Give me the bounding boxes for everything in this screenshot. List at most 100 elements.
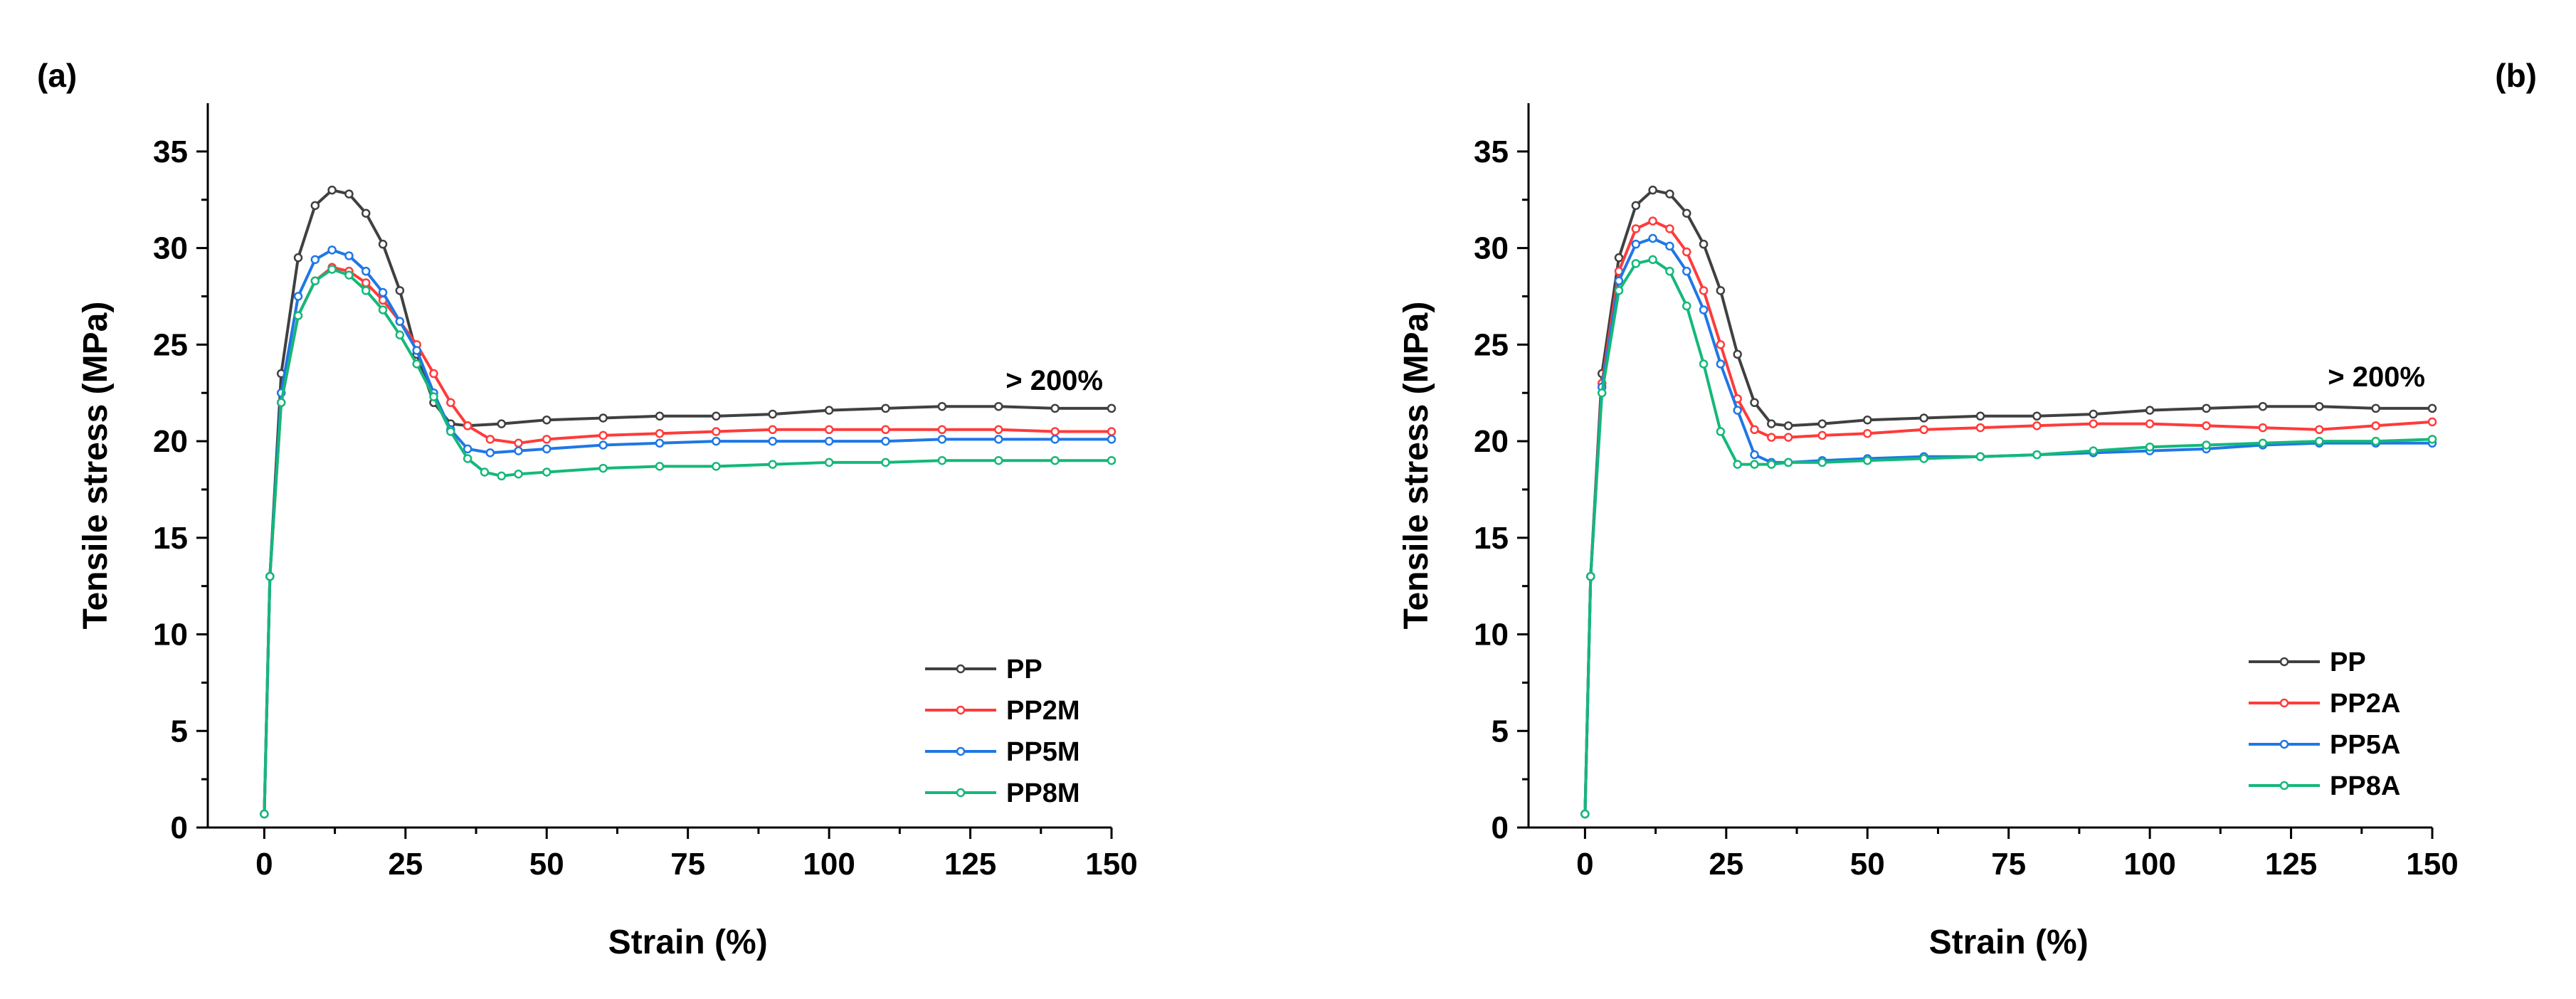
data-point-pp bbox=[1107, 403, 1117, 413]
data-point-pp bbox=[994, 401, 1003, 411]
data-point-pp8a bbox=[1817, 458, 1827, 467]
y-tick-label: 10 bbox=[1474, 618, 1509, 652]
data-point-pp5a bbox=[1631, 239, 1641, 249]
data-point-pp5m bbox=[542, 444, 551, 454]
data-point-pp5m bbox=[412, 346, 421, 355]
data-point-pp bbox=[937, 401, 947, 411]
x-tick-label: 50 bbox=[529, 847, 564, 882]
data-point-pp5m bbox=[655, 438, 665, 448]
data-point-pp8m bbox=[395, 330, 405, 340]
data-point-pp8m bbox=[265, 571, 275, 581]
data-point-pp8m bbox=[598, 463, 608, 473]
series-line-pp2m bbox=[263, 265, 1113, 815]
legend-marker-pp8a bbox=[2279, 781, 2289, 791]
data-point-pp2a bbox=[1716, 340, 1726, 349]
data-point-pp bbox=[1767, 419, 1776, 428]
data-point-pp bbox=[1975, 411, 1985, 421]
data-point-pp bbox=[1863, 415, 1872, 425]
legend-marker-pp bbox=[956, 664, 966, 674]
data-point-pp5m bbox=[378, 287, 388, 297]
data-point-pp2a bbox=[2315, 425, 2324, 435]
data-point-pp8a bbox=[1580, 809, 1590, 819]
data-point-pp2a bbox=[1919, 425, 1928, 435]
series-line-pp5a bbox=[1583, 237, 2434, 815]
data-point-pp5m bbox=[485, 448, 495, 458]
data-point-pp bbox=[1733, 349, 1742, 359]
data-point-pp5a bbox=[1682, 266, 1691, 276]
y-axis-title: Tensile stress (MPa) bbox=[1398, 302, 1435, 630]
annotation-label: > 200% bbox=[2328, 361, 2425, 393]
data-point-pp bbox=[1631, 201, 1641, 211]
x-tick-label: 0 bbox=[1576, 847, 1593, 882]
legend-label-pp2a: PP2A bbox=[2330, 689, 2400, 719]
data-point-pp8m bbox=[712, 462, 721, 471]
y-tick-label: 5 bbox=[1492, 714, 1509, 749]
data-point-pp2m bbox=[881, 425, 890, 435]
y-tick-label: 0 bbox=[171, 810, 188, 845]
data-point-pp bbox=[824, 406, 834, 415]
series-line-pp bbox=[263, 189, 1113, 815]
data-point-pp8a bbox=[1716, 427, 1726, 436]
data-point-pp8a bbox=[1665, 266, 1674, 276]
chart-panel-b: (b) 0 25 50 75 100 125 150 0 5 10 15 20 25 30 35 Strain … bbox=[1398, 57, 2537, 961]
data-point-pp2m bbox=[485, 435, 495, 444]
data-point-pp5m bbox=[310, 255, 320, 265]
data-point-pp bbox=[542, 415, 551, 425]
data-point-pp8m bbox=[412, 359, 421, 369]
legend-marker-pp8m bbox=[956, 788, 966, 798]
data-point-pp2a bbox=[2089, 419, 2098, 428]
y-tick-label: 5 bbox=[171, 714, 188, 749]
series-line-pp bbox=[1583, 189, 2434, 815]
data-point-pp8a bbox=[2145, 442, 2155, 452]
data-point-pp5m bbox=[361, 266, 371, 276]
data-point-pp8m bbox=[1050, 455, 1060, 465]
data-point-pp8m bbox=[824, 458, 834, 467]
data-point-pp bbox=[2371, 403, 2380, 413]
y-tick-label: 35 bbox=[153, 134, 188, 169]
data-point-pp2m bbox=[994, 425, 1003, 435]
data-point-pp5m bbox=[1107, 435, 1117, 444]
data-point-pp bbox=[310, 201, 320, 211]
data-point-pp5m bbox=[712, 436, 721, 446]
data-point-pp5a bbox=[1733, 406, 1742, 415]
y-tick-label: 30 bbox=[153, 231, 188, 266]
data-point-pp2a bbox=[1817, 430, 1827, 440]
data-point-pp5m bbox=[344, 251, 354, 260]
data-point-pp5m bbox=[881, 436, 890, 446]
data-point-pp8m bbox=[994, 455, 1003, 465]
data-point-pp8m bbox=[260, 809, 269, 819]
data-point-pp8a bbox=[2258, 438, 2268, 448]
data-point-pp5a bbox=[1699, 305, 1709, 314]
x-tick-label: 25 bbox=[388, 847, 423, 882]
y-axis-title: Tensile stress (MPa) bbox=[77, 302, 115, 630]
x-tick-label: 25 bbox=[1709, 847, 1743, 882]
data-point-pp8m bbox=[378, 305, 388, 314]
data-point-pp bbox=[1614, 253, 1624, 263]
data-point-pp5a bbox=[1750, 450, 1759, 460]
data-point-pp8a bbox=[1863, 455, 1872, 465]
data-point-pp2m bbox=[655, 428, 665, 438]
data-point-pp2m bbox=[937, 425, 947, 435]
data-point-pp bbox=[1648, 185, 1657, 195]
y-tick-label: 35 bbox=[1474, 134, 1509, 169]
data-point-pp bbox=[2258, 401, 2268, 411]
data-point-pp2a bbox=[1783, 433, 1793, 442]
data-point-pp8m bbox=[446, 427, 455, 436]
data-point-pp8a bbox=[1648, 255, 1657, 265]
data-point-pp8a bbox=[1614, 286, 1624, 295]
annotation-label: > 200% bbox=[1005, 365, 1103, 396]
data-point-pp8a bbox=[2089, 446, 2098, 455]
data-point-pp bbox=[2202, 403, 2211, 413]
data-point-pp bbox=[881, 403, 890, 413]
data-point-pp bbox=[768, 409, 777, 419]
data-point-pp8a bbox=[1975, 452, 1985, 462]
legend-marker-pp5m bbox=[956, 746, 966, 756]
x-axis-title: Strain (%) bbox=[1929, 924, 2089, 961]
x-tick-label: 150 bbox=[1085, 847, 1137, 882]
x-tick-label: 50 bbox=[1850, 847, 1885, 882]
data-point-pp bbox=[344, 189, 354, 199]
data-point-pp bbox=[327, 185, 337, 195]
data-point-pp8a bbox=[1767, 460, 1776, 469]
data-point-pp5m bbox=[514, 446, 523, 455]
